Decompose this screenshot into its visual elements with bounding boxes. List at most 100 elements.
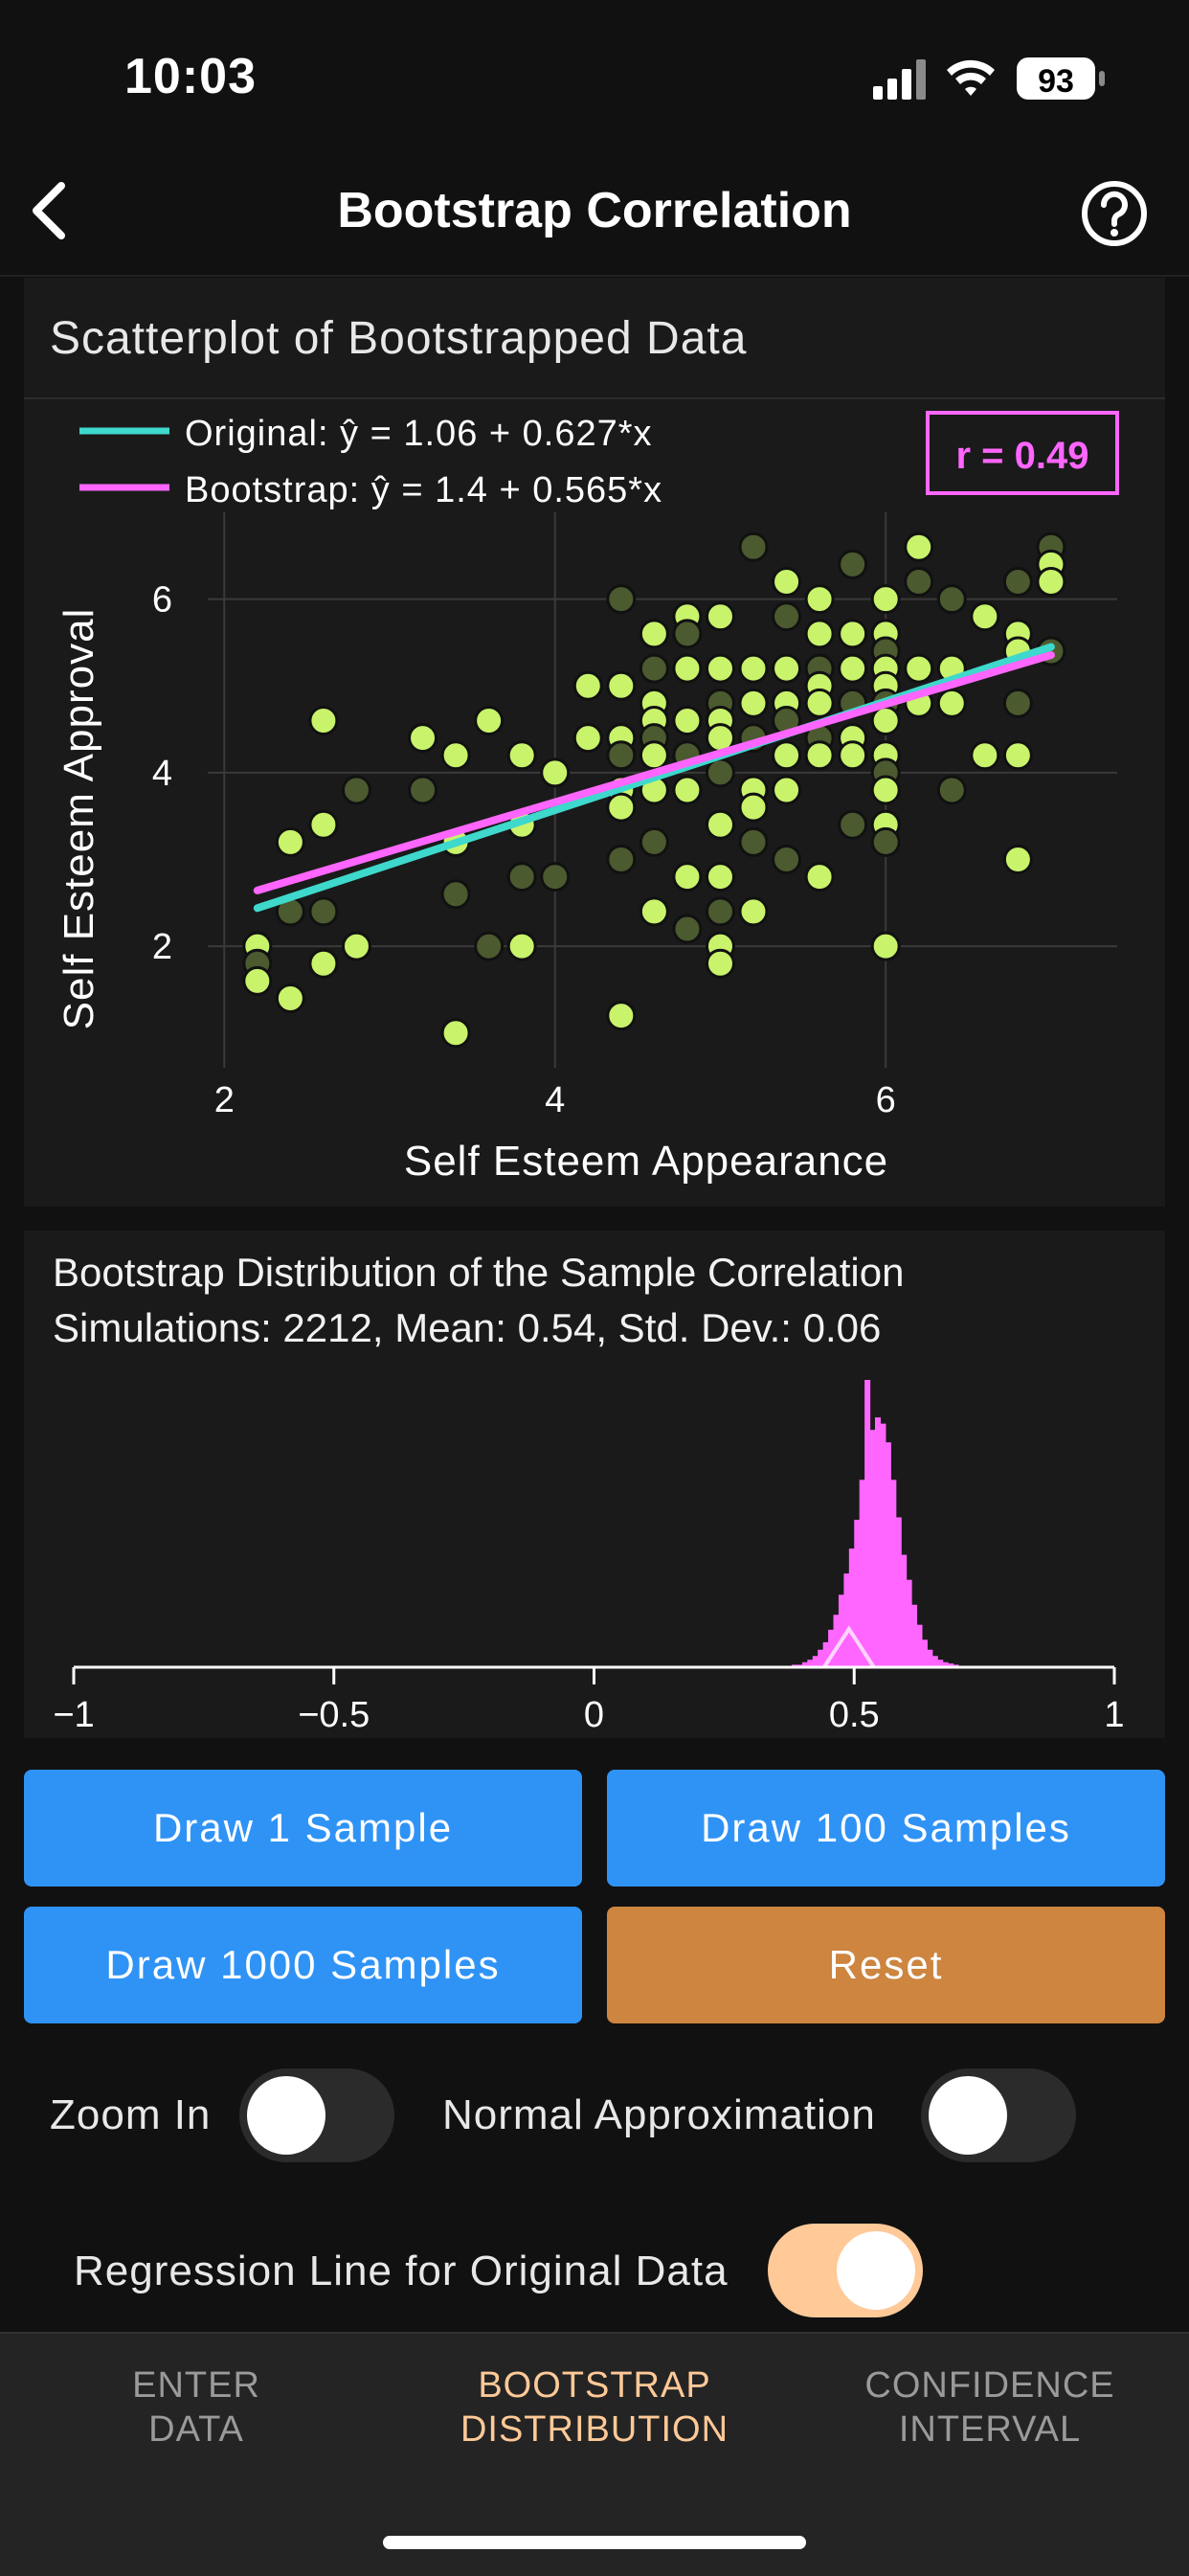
- scatter-point: [1002, 567, 1033, 597]
- normal-approximation-toggle[interactable]: [921, 2068, 1076, 2162]
- scatter-point: [970, 740, 1000, 771]
- tab-label-line: DISTRIBUTION: [460, 2409, 729, 2450]
- scatter-point: [870, 775, 901, 805]
- histogram-bar: [812, 1656, 819, 1667]
- scatter-point: [440, 879, 471, 910]
- x-tick-label: 2: [214, 1080, 235, 1120]
- scatter-point: [540, 757, 571, 788]
- scatter-point: [672, 706, 703, 735]
- scatter-point: [838, 740, 868, 771]
- scatter-point: [275, 826, 305, 857]
- scatter-point: [1002, 688, 1033, 718]
- r-value-box: r = 0.49: [926, 411, 1119, 495]
- tab-confidence-interval[interactable]: CONFIDENCE INTERVAL: [808, 2363, 1172, 2452]
- scatter-point: [772, 567, 802, 597]
- regression-original-toggle[interactable]: [768, 2224, 923, 2317]
- scatter-point: [440, 1018, 471, 1049]
- scatter-point: [639, 896, 669, 927]
- scatter-point: [639, 653, 669, 684]
- tab-label-line: DATA: [148, 2409, 244, 2450]
- scatter-point: [341, 775, 371, 805]
- scatter-point: [639, 740, 669, 771]
- scatter-point: [572, 670, 603, 701]
- scatter-point: [705, 653, 735, 684]
- normal-approximation-label: Normal Approximation: [442, 2091, 876, 2138]
- scatter-point: [738, 896, 769, 927]
- tab-label-line: CONFIDENCE: [864, 2365, 1115, 2406]
- r-value-label: r = 0.49: [955, 435, 1088, 477]
- draw-1-sample-button[interactable]: Draw 1 Sample: [24, 1770, 582, 1887]
- tab-enter-data[interactable]: ENTER DATA: [14, 2363, 378, 2452]
- histogram-bar: [927, 1649, 933, 1667]
- tab-label-line: BOOTSTRAP: [478, 2365, 711, 2406]
- histogram-tick-label: 0: [584, 1695, 604, 1735]
- scatter-point: [738, 653, 769, 684]
- scatter-point: [672, 775, 703, 805]
- scatter-point: [772, 653, 802, 684]
- histogram-tick-label: 0.5: [829, 1695, 880, 1735]
- scatter-point: [242, 965, 273, 996]
- scatter-point: [705, 896, 735, 927]
- histogram-bar: [906, 1579, 912, 1667]
- draw-100-samples-button[interactable]: Draw 100 Samples: [607, 1770, 1165, 1887]
- scatter-point: [936, 688, 967, 718]
- scatter-point: [1002, 845, 1033, 874]
- scatter-point: [606, 1001, 637, 1031]
- scatter-point: [474, 706, 505, 735]
- scatter-point: [870, 584, 901, 615]
- tab-bar: [0, 2332, 1189, 2576]
- scatter-point: [705, 757, 735, 788]
- toggle-knob: [837, 2231, 915, 2310]
- scatter-point: [838, 653, 868, 684]
- scatter-point: [275, 983, 305, 1013]
- scatter-point: [804, 740, 835, 771]
- scatter-point: [440, 740, 471, 771]
- scatter-point: [672, 862, 703, 893]
- histogram-bar: [948, 1663, 954, 1667]
- scatter-point: [308, 896, 339, 927]
- back-chevron-icon[interactable]: [17, 172, 84, 249]
- scatter-point: [804, 862, 835, 893]
- histogram-bar: [895, 1517, 902, 1667]
- histogram-chart: −1 −0.5 0 0.5 1: [53, 1380, 1125, 1735]
- x-axis-label: Self Esteem Appearance: [404, 1138, 888, 1185]
- scatter-point: [904, 567, 934, 597]
- help-icon[interactable]: [1078, 177, 1151, 250]
- reset-button[interactable]: Reset: [607, 1907, 1165, 2023]
- scatter-point: [606, 670, 637, 701]
- histogram-title-line1: Bootstrap Distribution of the Sample Cor…: [53, 1250, 905, 1295]
- toggle-knob: [929, 2076, 1007, 2155]
- histogram-tick-label: −0.5: [298, 1695, 370, 1735]
- scatter-point: [540, 862, 571, 893]
- histogram-card: [24, 1231, 1165, 1738]
- histogram-bar: [859, 1480, 865, 1667]
- scatter-point: [870, 826, 901, 857]
- tab-label-line: INTERVAL: [898, 2409, 1082, 2450]
- scatter-point: [606, 845, 637, 874]
- tab-bootstrap-distribution[interactable]: BOOTSTRAP DISTRIBUTION: [413, 2363, 776, 2452]
- scatter-point: [738, 531, 769, 562]
- scatter-point: [1002, 740, 1033, 771]
- histogram-bar: [921, 1639, 928, 1667]
- scatter-point: [804, 584, 835, 615]
- zoom-in-toggle[interactable]: [239, 2068, 394, 2162]
- histogram-bar: [931, 1656, 938, 1667]
- histogram-bar: [822, 1641, 829, 1667]
- scatter-point: [772, 775, 802, 805]
- histogram-bar: [901, 1554, 908, 1667]
- histogram-bar: [880, 1423, 886, 1667]
- scatter-point: [705, 601, 735, 632]
- y-axis-label: Self Esteem Approval: [56, 608, 102, 1030]
- histogram-bar: [869, 1430, 876, 1667]
- zoom-in-label: Zoom In: [50, 2091, 212, 2138]
- x-tick-label: 4: [545, 1080, 565, 1120]
- scatter-point: [672, 619, 703, 649]
- y-tick-label: 6: [152, 580, 172, 621]
- draw-1000-samples-button[interactable]: Draw 1000 Samples: [24, 1907, 582, 2023]
- histogram-bar: [848, 1548, 855, 1667]
- scatter-point: [870, 706, 901, 735]
- scatter-point: [606, 740, 637, 771]
- regression-original-label: Regression Line for Original Data: [74, 2248, 729, 2294]
- scatter-point: [408, 723, 438, 754]
- scatter-point: [870, 931, 901, 961]
